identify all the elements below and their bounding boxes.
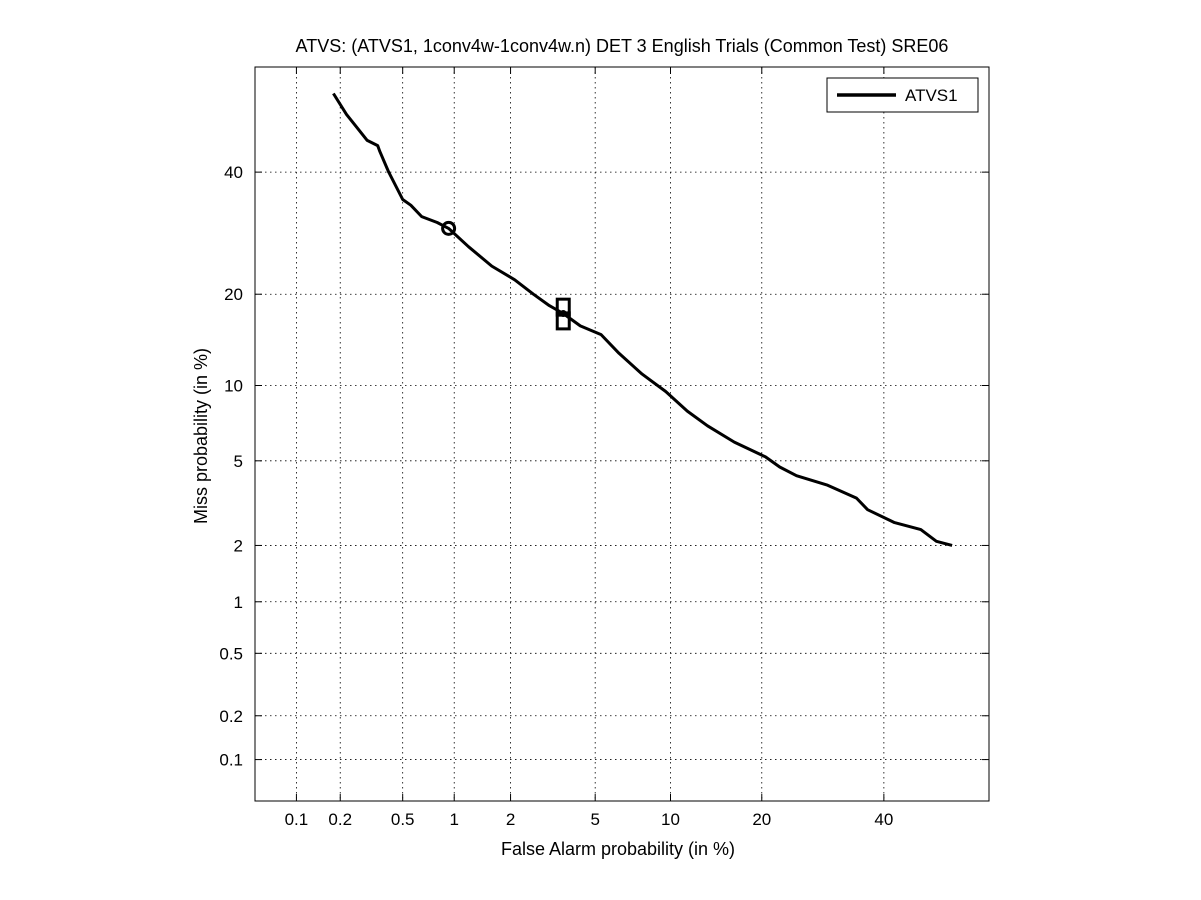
chart-title: ATVS: (ATVS1, 1conv4w-1conv4w.n) DET 3 E… bbox=[296, 36, 949, 56]
min-dcf-circle-marker bbox=[441, 220, 457, 236]
x-tick-labels: 0.1 0.2 0.5 1 2 5 10 20 40 bbox=[285, 810, 894, 829]
y-tick-label: 0.2 bbox=[219, 707, 243, 726]
y-tick-label: 1 bbox=[234, 593, 243, 612]
plot-frame bbox=[254, 66, 990, 802]
y-axis-label: Miss probability (in %) bbox=[191, 348, 211, 524]
legend: ATVS1 bbox=[826, 77, 979, 113]
axis-ticks bbox=[255, 67, 989, 801]
y-tick-label: 10 bbox=[224, 377, 243, 396]
x-tick-label: 0.5 bbox=[391, 810, 415, 829]
x-tick-label: 2 bbox=[506, 810, 515, 829]
y-tick-label: 0.5 bbox=[219, 644, 243, 663]
legend-label-atvs1: ATVS1 bbox=[905, 86, 958, 105]
x-axis-label: False Alarm probability (in %) bbox=[501, 839, 735, 859]
y-tick-label: 40 bbox=[224, 163, 243, 182]
plot-area bbox=[255, 67, 989, 801]
y-tick-labels: 0.1 0.2 0.5 1 2 5 10 20 40 bbox=[219, 163, 243, 769]
y-tick-label: 2 bbox=[234, 536, 243, 555]
x-tick-label: 1 bbox=[449, 810, 458, 829]
x-tick-label: 0.2 bbox=[328, 810, 352, 829]
y-tick-label: 5 bbox=[234, 452, 243, 471]
x-tick-label: 20 bbox=[752, 810, 771, 829]
y-tick-label: 0.1 bbox=[219, 751, 243, 770]
operating-point-markers bbox=[441, 220, 571, 331]
series-line-atvs1 bbox=[332, 92, 953, 547]
operating-point-dot bbox=[559, 310, 567, 318]
x-tick-label: 10 bbox=[661, 810, 680, 829]
x-tick-label: 0.1 bbox=[285, 810, 309, 829]
det-curves bbox=[332, 92, 953, 547]
y-tick-label: 20 bbox=[224, 285, 243, 304]
x-tick-label: 5 bbox=[590, 810, 599, 829]
x-tick-label: 40 bbox=[874, 810, 893, 829]
